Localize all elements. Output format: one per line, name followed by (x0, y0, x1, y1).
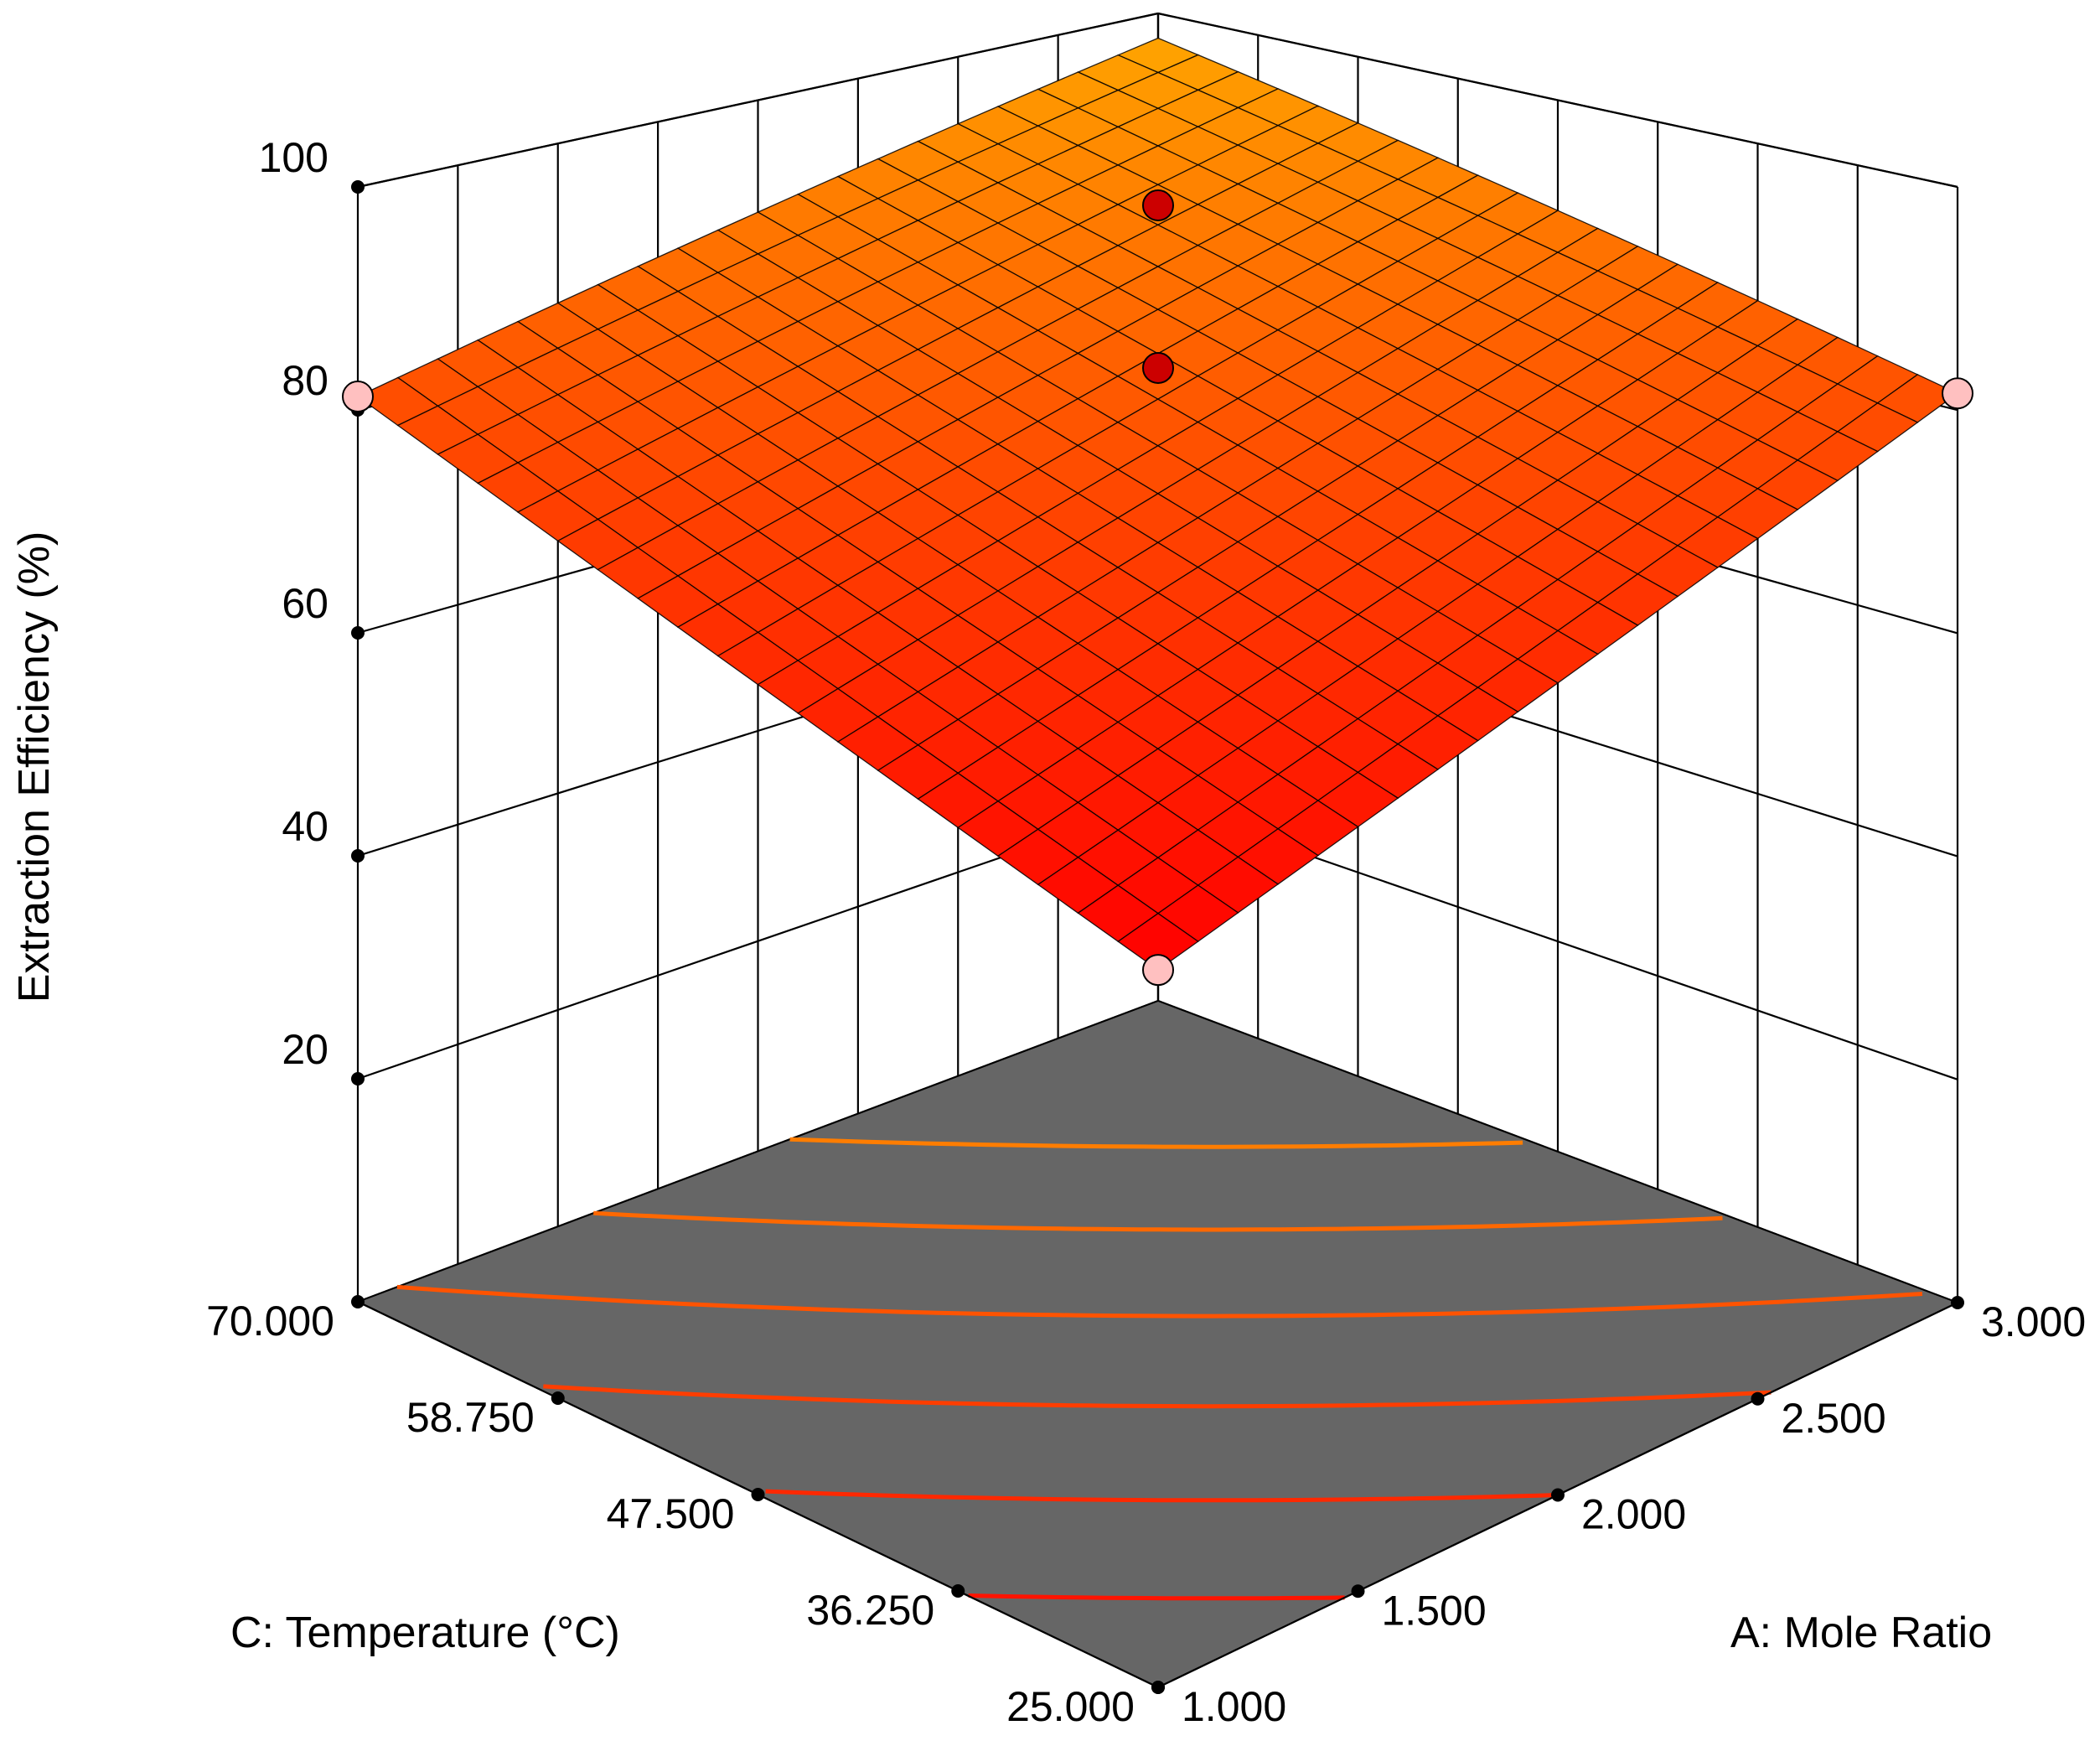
design-point (1142, 189, 1174, 221)
x-tick-mark (1351, 1584, 1365, 1599)
z-tick-mark (351, 180, 365, 194)
x-tick-label: 1.500 (1382, 1587, 1487, 1634)
design-point (342, 381, 374, 413)
axis-labels: 20 40 60 80 100 25.000 36.250 47.500 58.750 70.00… (206, 134, 2086, 1730)
design-point (1142, 954, 1174, 987)
response-surface (356, 37, 1959, 971)
grid-line (1157, 12, 1958, 189)
y-tick-mark (751, 1488, 765, 1501)
x-tick-label: 2.000 (1581, 1491, 1686, 1538)
z-tick-mark (351, 626, 365, 640)
y-axis-title: C: Temperature (°C) (230, 1609, 620, 1657)
x-tick-label: 1.000 (1182, 1683, 1286, 1730)
y-tick-label: 70.000 (206, 1298, 334, 1345)
z-axis-title: Extraction Efficiency (%) (10, 531, 59, 1003)
x-tick-mark (1151, 1681, 1165, 1694)
surface-cell (1117, 912, 1199, 971)
y-tick-label: 58.750 (406, 1394, 535, 1441)
z-tick-label: 80 (282, 357, 328, 404)
floor-contours (396, 1137, 1923, 1601)
y-tick-mark (551, 1391, 565, 1405)
design-point (1142, 352, 1174, 384)
x-tick-mark (1951, 1296, 1964, 1309)
x-tick-label: 3.000 (1981, 1298, 2086, 1345)
y-tick-mark (951, 1584, 965, 1598)
x-axis-title: A: Mole Ratio (1730, 1609, 1992, 1657)
contour-line (765, 1489, 1559, 1503)
z-tick-mark (351, 849, 365, 863)
y-tick-label: 47.500 (607, 1490, 735, 1537)
z-tick-label: 40 (282, 803, 328, 850)
contour-line (543, 1384, 1772, 1409)
x-tick-mark (1551, 1488, 1565, 1502)
x-tick-mark (1751, 1391, 1765, 1406)
z-tick-label: 60 (282, 580, 328, 627)
contour-line (789, 1137, 1523, 1149)
y-tick-mark (351, 1295, 365, 1308)
y-tick-label: 36.250 (806, 1587, 934, 1634)
y-tick-label: 25.000 (1006, 1683, 1135, 1730)
z-tick-label: 100 (259, 134, 328, 181)
floor-plane (355, 999, 1960, 1689)
contour-line (968, 1593, 1345, 1601)
contour-line (396, 1284, 1923, 1319)
grid-line (357, 12, 1159, 189)
design-point (1942, 377, 1973, 410)
design-points (342, 189, 1973, 987)
x-tick-label: 2.500 (1782, 1395, 1886, 1442)
floor (355, 999, 1960, 1689)
contour-line (593, 1210, 1723, 1232)
z-tick-mark (351, 1072, 365, 1086)
z-tick-label: 20 (282, 1026, 328, 1073)
